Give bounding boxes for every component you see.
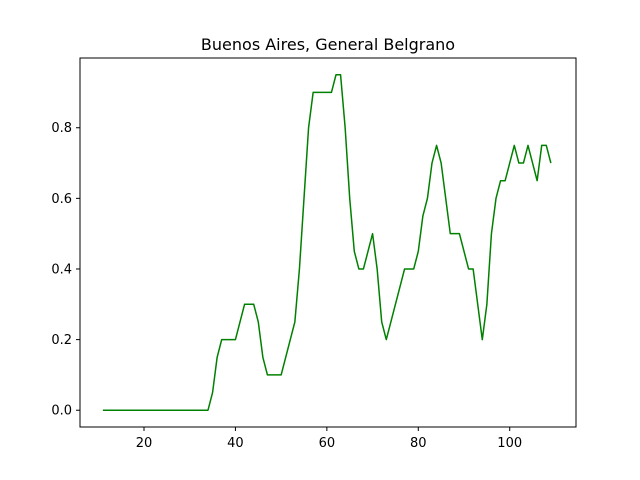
x-tick-label: 100 — [497, 436, 522, 451]
series-layer — [102, 74, 552, 411]
y-tick-label: 0.4 — [51, 262, 72, 277]
x-axis: 20 40 60 80 100 — [136, 427, 522, 451]
chart-title: Buenos Aires, General Belgrano — [201, 35, 455, 54]
y-tick-label: 0.2 — [51, 333, 72, 348]
x-tick-label: 40 — [227, 436, 244, 451]
y-tick-label: 0.8 — [51, 121, 72, 136]
y-tick-label: 0.6 — [51, 192, 72, 207]
y-axis: 0.0 0.2 0.4 0.6 0.8 — [51, 121, 80, 419]
x-tick-label: 60 — [319, 436, 336, 451]
series-line — [102, 74, 552, 411]
plot-frame — [79, 57, 577, 428]
y-tick-label: 0.0 — [51, 404, 72, 419]
x-tick-label: 80 — [410, 436, 427, 451]
x-tick-label: 20 — [136, 436, 153, 451]
